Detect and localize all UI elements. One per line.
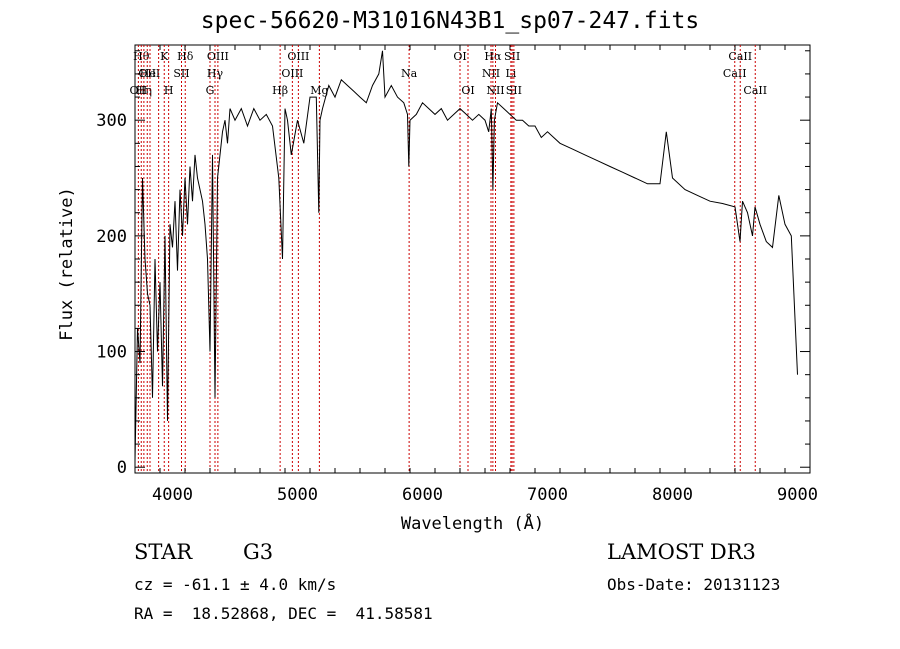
line-marker-label: Hδ xyxy=(177,50,194,63)
line-marker-label: OIII xyxy=(281,67,303,80)
y-tick-label: 300 xyxy=(96,111,127,131)
line-marker-label: Mg xyxy=(310,84,328,97)
line-marker-label: OII xyxy=(138,67,156,80)
line-marker-label: K xyxy=(160,50,169,63)
x-axis-label: Wavelength (Å) xyxy=(401,512,544,534)
line-marker-label: CaII xyxy=(743,84,767,97)
line-marker-label: OII xyxy=(130,84,148,97)
chart-title: spec-56620-M31016N43B1_sp07-247.fits xyxy=(200,8,700,34)
plot-frame xyxy=(134,44,811,474)
line-marker-label: G xyxy=(206,84,215,97)
line-marker-label: OIII xyxy=(207,50,229,63)
obs-date-text: Obs-Date: 20131123 xyxy=(607,575,781,594)
y-tick-label: 0 xyxy=(117,458,127,478)
line-marker-label: SII xyxy=(504,50,520,63)
line-marker-label: CaII xyxy=(723,67,747,80)
subclass-label: G3 xyxy=(243,540,274,564)
line-marker-label: SII xyxy=(506,84,522,97)
x-tick-label: 6000 xyxy=(402,485,443,505)
coordinates-text: RA = 18.52868, DEC = 41.58581 xyxy=(134,604,433,623)
redshift-text: cz = -61.1 ± 4.0 km/s xyxy=(134,575,337,594)
line-marker-label: HeI xyxy=(140,67,160,80)
line-marker-label: CaII xyxy=(728,50,752,63)
line-marker-label: OIII xyxy=(287,50,309,63)
line-marker-label: NII xyxy=(482,67,500,80)
line-marker-label: Hβ xyxy=(272,84,288,97)
line-marker-label: Hα xyxy=(484,50,502,63)
class-label: STAR xyxy=(134,540,193,564)
line-marker-label: H xyxy=(164,84,174,97)
line-marker-label: Hη xyxy=(136,84,152,97)
survey-label: LAMOST DR3 xyxy=(607,540,756,564)
line-marker-label: Li xyxy=(505,67,516,80)
y-tick-label: 200 xyxy=(96,227,127,247)
line-marker-label: OI xyxy=(461,84,474,97)
line-marker-label: Na xyxy=(401,67,418,80)
x-tick-label: 8000 xyxy=(652,485,693,505)
x-tick-label: 4000 xyxy=(152,485,193,505)
line-marker-label: NII xyxy=(486,84,504,97)
y-tick-label: 100 xyxy=(96,343,127,363)
line-marker-label: Hγ xyxy=(207,67,224,80)
line-marker-label: OI xyxy=(453,50,466,63)
x-tick-label: 9000 xyxy=(777,485,818,505)
line-marker-label: Hθ xyxy=(133,50,150,63)
y-axis-label: Flux (relative) xyxy=(57,187,77,341)
line-marker-label: SII xyxy=(173,67,189,80)
x-tick-label: 7000 xyxy=(527,485,568,505)
spectrum-line xyxy=(134,50,798,462)
x-tick-label: 5000 xyxy=(277,485,318,505)
